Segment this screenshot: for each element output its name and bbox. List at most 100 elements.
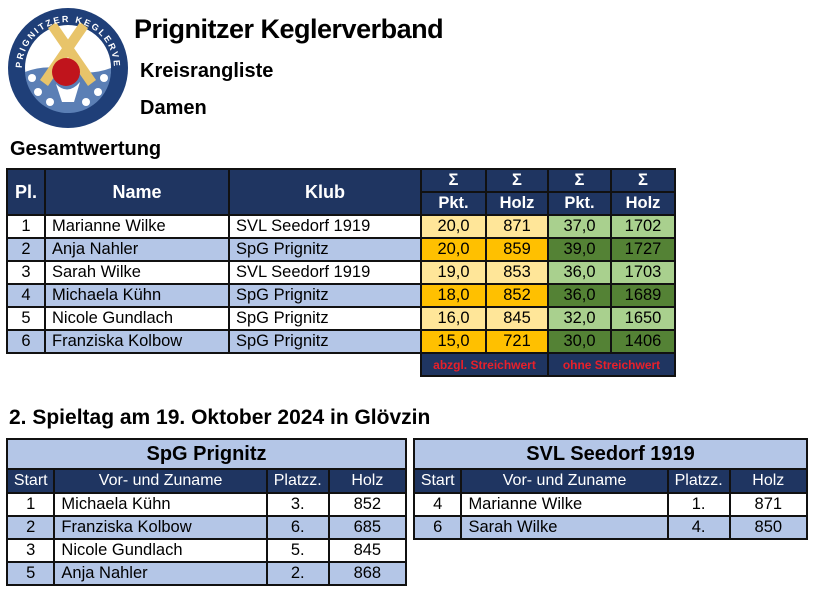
cell-pl: 3 [6,260,46,285]
cell-holz: 871 [728,492,809,517]
cell-klub: SpG Prignitz [228,283,422,308]
cell-name: Anja Nahler [44,237,230,262]
table-row: 3 Sarah Wilke SVL Seedorf 1919 19,0 853 … [6,260,676,285]
team-name: SVL Seedorf 1919 [413,438,808,470]
cell-name: Anja Nahler [53,561,268,586]
cell-name: Michaela Kühn [53,492,268,517]
cell-pkt-net: 15,0 [420,329,487,354]
cell-platz: 1. [666,492,731,517]
cell-holz-total: 1703 [610,260,676,285]
cell-holz-total: 1727 [610,237,676,262]
sigma-icon: Σ [610,168,676,193]
table-row: 5 Anja Nahler 2. 868 [5,561,408,586]
cell-pl: 6 [6,329,46,354]
col-start: Start [5,468,56,494]
team-table-0: SpG Prignitz Start Vor- und Zuname Platzz.… [5,438,408,586]
cell-start: 1 [5,492,56,517]
cell-holz-total: 1702 [610,214,676,239]
cell-pkt-net: 18,0 [420,283,487,308]
cell-holz-net: 852 [485,283,549,308]
col-name: Vor- und Zuname [53,468,268,494]
cell-name: Franziska Kolbow [44,329,230,354]
cell-pkt-total: 39,0 [547,237,612,262]
cell-start: 5 [5,561,56,586]
cell-platz: 6. [265,515,330,540]
sigma-icon: Σ [420,168,487,193]
col-pl: Pl. [6,168,46,216]
cell-name: Franziska Kolbow [53,515,268,540]
cell-pkt-total: 30,0 [547,329,612,354]
cell-holz: 852 [327,492,408,517]
cell-holz-net: 853 [485,260,549,285]
col-start: Start [412,468,463,494]
col-holz: Holz [485,191,549,216]
cell-holz-total: 1406 [610,329,676,354]
table-row: 4 Marianne Wilke 1. 871 [412,492,809,517]
col-klub: Klub [228,168,422,216]
page-title: Prignitzer Keglerverband [134,14,444,44]
cell-pkt-net: 16,0 [420,306,487,331]
table-row: 3 Nicole Gundlach 5. 845 [5,538,408,563]
logo: PRIGNITZER KEGLERVERBAND [6,6,128,128]
footer-right: ohne Streichwert [547,352,676,377]
cell-start: 3 [5,538,56,563]
sigma-icon: Σ [485,168,549,193]
cell-pl: 5 [6,306,46,331]
cell-pl: 4 [6,283,46,308]
section-heading-matchday: 2. Spieltag am 19. Oktober 2024 in Glövz… [9,406,431,429]
col-name: Name [44,168,230,216]
cell-name: Nicole Gundlach [44,306,230,331]
overall-table: Pl. Name Klub Σ Σ Σ Σ Pkt. Holz Pkt. Hol… [6,168,676,377]
cell-pkt-total: 37,0 [547,214,612,239]
col-holz: Holz [728,468,809,494]
sigma-icon: Σ [547,168,612,193]
cell-name: Michaela Kühn [44,283,230,308]
col-name: Vor- und Zuname [460,468,669,494]
cell-klub: SpG Prignitz [228,329,422,354]
cell-klub: SpG Prignitz [228,306,422,331]
cell-holz: 850 [728,515,809,540]
cell-platz: 5. [265,538,330,563]
cell-name: Sarah Wilke [460,515,669,540]
col-holz: Holz [327,468,408,494]
cell-start: 6 [412,515,463,540]
cell-name: Marianne Wilke [44,214,230,239]
table-row: 6 Sarah Wilke 4. 850 [412,515,809,540]
cell-platz: 2. [265,561,330,586]
cell-name: Marianne Wilke [460,492,669,517]
cell-name: Nicole Gundlach [53,538,268,563]
category: Damen [140,97,207,119]
cell-holz-net: 871 [485,214,549,239]
table-row: 4 Michaela Kühn SpG Prignitz 18,0 852 36… [6,283,676,308]
table-row: 6 Franziska Kolbow SpG Prignitz 15,0 721… [6,329,676,354]
table-row: 5 Nicole Gundlach SpG Prignitz 16,0 845 … [6,306,676,331]
cell-platz: 4. [666,515,731,540]
table-row: 2 Franziska Kolbow 6. 685 [5,515,408,540]
team-name: SpG Prignitz [6,438,407,470]
cell-start: 4 [412,492,463,517]
cell-holz-net: 721 [485,329,549,354]
section-heading-overall: Gesamtwertung [10,138,162,160]
table-row: 2 Anja Nahler SpG Prignitz 20,0 859 39,0… [6,237,676,262]
cell-klub: SpG Prignitz [228,237,422,262]
cell-klub: SVL Seedorf 1919 [228,260,422,285]
subtitle: Kreisrangliste [140,60,274,82]
cell-name: Sarah Wilke [44,260,230,285]
cell-holz: 685 [327,515,408,540]
footer-left: abzgl. Streichwert [420,352,549,377]
cell-platz: 3. [265,492,330,517]
cell-pl: 1 [6,214,46,239]
cell-pkt-total: 36,0 [547,260,612,285]
col-platz: Platzz. [265,468,330,494]
cell-holz-net: 845 [485,306,549,331]
col-pkt: Pkt. [547,191,612,216]
cell-holz: 868 [327,561,408,586]
table-row: 1 Michaela Kühn 3. 852 [5,492,408,517]
col-holz: Holz [610,191,676,216]
col-pkt: Pkt. [420,191,487,216]
cell-pkt-net: 20,0 [420,237,487,262]
cell-klub: SVL Seedorf 1919 [228,214,422,239]
table-row: 1 Marianne Wilke SVL Seedorf 1919 20,0 8… [6,214,676,239]
cell-holz-net: 859 [485,237,549,262]
cell-start: 2 [5,515,56,540]
